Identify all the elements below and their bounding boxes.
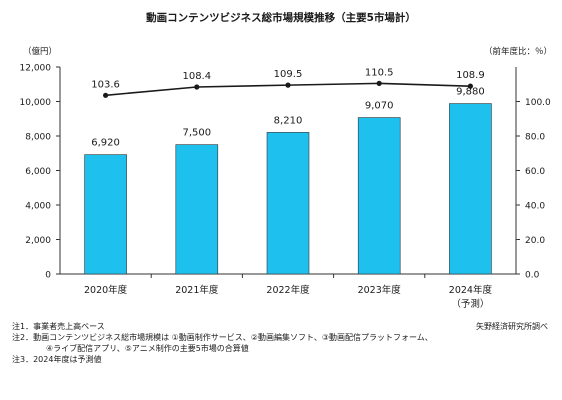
x-category-label: 2024年度 xyxy=(449,284,493,296)
yoy-value-label: 108.9 xyxy=(456,70,485,81)
yoy-point xyxy=(285,82,291,88)
left-tick-label: 8,000 xyxy=(25,133,51,143)
right-tick-label: 80.0 xyxy=(525,133,545,143)
right-axis-unit: （前年度比：％） xyxy=(484,46,552,57)
bar-value-label: 8,210 xyxy=(274,115,303,126)
market-size-chart: 動画コンテンツビジネス総市場規模推移（主要5市場計） （億円） （前年度比：％） 0 2… xyxy=(20,11,553,310)
bar-2022年度 xyxy=(266,132,310,275)
yoy-value-label: 108.4 xyxy=(182,71,211,82)
left-tick-label: 0 xyxy=(45,271,51,281)
right-tick-label: 0.0 xyxy=(525,271,540,281)
yoy-value-label: 110.5 xyxy=(365,67,394,78)
left-tick-label: 4,000 xyxy=(25,202,51,212)
left-axis-unit: （億円） xyxy=(23,46,57,57)
left-tick-label: 10,000 xyxy=(20,98,52,108)
note-3: 注3．2024年度は予測値 xyxy=(12,355,102,364)
bar-value-label: 7,500 xyxy=(182,128,211,139)
yoy-value-label: 103.6 xyxy=(91,79,120,90)
bar-2024年度 xyxy=(449,103,492,275)
yoy-point xyxy=(194,84,200,90)
yoy-point xyxy=(376,80,382,86)
x-category-label: 2021年度 xyxy=(175,284,219,296)
chart-notes: 注1．事業者売上高ベース 注2．動画コンテンツビジネス総市場規模は ①動画制作サ… xyxy=(12,321,552,365)
yoy-value-label: 109.5 xyxy=(274,69,303,80)
yoy-point xyxy=(467,83,473,89)
note-2-continued: ④ライブ配信アプリ、⑤アニメ制作の主要5市場の合算値 xyxy=(46,344,249,353)
x-category-label: 2022年度 xyxy=(266,284,310,296)
left-tick-label: 6,000 xyxy=(25,167,51,177)
source-credit: 矢野経済研究所調べ xyxy=(476,322,548,331)
left-tick-label: 12,000 xyxy=(20,64,52,74)
bar-2023年度 xyxy=(357,117,401,275)
left-tick-label: 2,000 xyxy=(25,236,51,246)
right-tick-label: 60.0 xyxy=(525,167,545,177)
bar-2021年度 xyxy=(175,144,219,275)
x-category-sublabel: （予測） xyxy=(451,298,489,310)
x-category-label: 2023年度 xyxy=(358,284,402,296)
bar-value-label: 9,880 xyxy=(456,87,485,98)
bar-2020年度 xyxy=(84,154,127,275)
x-category-label: 2020年度 xyxy=(84,284,128,296)
note-1: 注1．事業者売上高ベース xyxy=(12,322,105,331)
right-tick-label: 40.0 xyxy=(525,202,545,212)
bar-value-label: 6,920 xyxy=(91,138,120,149)
bar-value-label: 9,070 xyxy=(365,101,394,112)
note-2: 注2．動画コンテンツビジネス総市場規模は ①動画制作サービス、②動画編集ソフト、… xyxy=(12,333,433,342)
yoy-point xyxy=(103,92,109,98)
chart-title: 動画コンテンツビジネス総市場規模推移（主要5市場計） xyxy=(146,11,416,24)
right-tick-label: 100.0 xyxy=(525,98,551,108)
right-tick-label: 20.0 xyxy=(525,236,545,246)
